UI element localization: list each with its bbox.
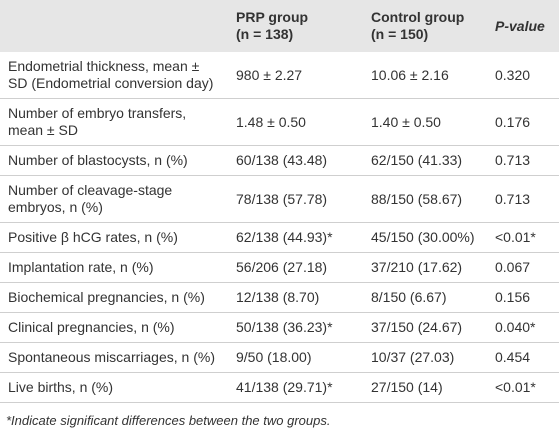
table-cell: 0.454 <box>495 349 531 365</box>
table-body: Endometrial thickness, mean ± SD (Endome… <box>0 52 559 403</box>
table-cell: 1.40 ± 0.50 <box>371 113 441 130</box>
table-cell: 0.713 <box>495 152 531 168</box>
row-label: Endometrial thickness, mean ± SD (Endome… <box>8 58 214 91</box>
column-subtitle: (n = 138) <box>236 26 294 42</box>
table-row: Number of embryo transfers, mean ± SD 1.4… <box>0 99 559 146</box>
column-title: Control group <box>371 9 465 25</box>
row-label: Live births, n (%) <box>8 379 114 395</box>
column-subtitle: (n = 150) <box>371 26 429 42</box>
table-cell: 50/138 (36.23)* <box>236 319 333 335</box>
table-cell: 56/206 (27.18) <box>236 259 328 275</box>
row-label: Biochemical pregnancies, n (%) <box>8 289 205 305</box>
table-cell: 12/138 (8.70) <box>236 289 320 305</box>
header-cell: Control group (n = 150) <box>363 0 487 52</box>
table-row: Positive β hCG rates, n (%) 62/138 (44.93… <box>0 223 559 253</box>
table-row: Live births, n (%) 41/138 (29.71)* 27/150 … <box>0 373 559 403</box>
table-cell: 0.067 <box>495 259 531 275</box>
header-cell <box>0 0 228 52</box>
table-cell: <0.01* <box>495 229 536 245</box>
table-cell: 27/150 (14) <box>371 379 443 395</box>
table-cell: 37/210 (17.62) <box>371 259 463 275</box>
row-label: Spontaneous miscarriages, n (%) <box>8 349 215 365</box>
table-cell: 0.156 <box>495 289 531 305</box>
table-row: Implantation rate, n (%) 56/206 (27.18) 37… <box>0 253 559 283</box>
table-cell: 8/150 (6.67) <box>371 289 447 305</box>
table-cell: 88/150 (58.67) <box>371 190 463 207</box>
row-label: Number of cleavage-stage embryos, n (%) <box>8 182 173 215</box>
row-label: Number of embryo transfers, mean ± SD <box>8 105 187 138</box>
header-cell: PRP group (n = 138) <box>228 0 363 52</box>
table-cell: 0.713 <box>495 190 531 207</box>
table-row: Endometrial thickness, mean ± SD (Endome… <box>0 52 559 99</box>
table-cell: 980 ± 2.27 <box>236 66 303 83</box>
table-cell: <0.01* <box>495 379 536 395</box>
table-cell: 62/150 (41.33) <box>371 152 463 168</box>
table-header: PRP group (n = 138) Control group (n = 150)… <box>0 0 559 52</box>
row-label: Positive β hCG rates, n (%) <box>8 229 178 245</box>
data-table: PRP group (n = 138) Control group (n = 150)… <box>0 0 559 403</box>
table-cell: 41/138 (29.71)* <box>236 379 333 395</box>
table-cell: 1.48 ± 0.50 <box>236 113 306 130</box>
table-cell: 45/150 (30.00%) <box>371 229 475 245</box>
table-row: Spontaneous miscarriages, n (%) 9/50 (18.… <box>0 343 559 373</box>
table-cell: 10.06 ± 2.16 <box>371 66 449 83</box>
table-cell: 62/138 (44.93)* <box>236 229 333 245</box>
header-cell: P-value <box>487 0 559 52</box>
column-title: P-value <box>495 17 545 34</box>
table-cell: 37/150 (24.67) <box>371 319 463 335</box>
table-cell: 10/37 (27.03) <box>371 349 455 365</box>
table-cell: 60/138 (43.48) <box>236 152 328 168</box>
row-label: Clinical pregnancies, n (%) <box>8 319 175 335</box>
table-cell: 0.176 <box>495 113 531 130</box>
table-cell: 0.040* <box>495 319 536 335</box>
table-row: Number of blastocysts, n (%) 60/138 (43.4… <box>0 146 559 176</box>
table-row: Biochemical pregnancies, n (%) 12/138 (8.… <box>0 283 559 313</box>
table-row: Clinical pregnancies, n (%) 50/138 (36.23… <box>0 313 559 343</box>
table-row: Number of cleavage-stage embryos, n (%) 7… <box>0 176 559 223</box>
table-cell: 0.320 <box>495 66 531 83</box>
footnote: *Indicate significant differences betwee… <box>6 413 331 428</box>
table-cell: 9/50 (18.00) <box>236 349 312 365</box>
row-label: Implantation rate, n (%) <box>8 259 154 275</box>
header-row: PRP group (n = 138) Control group (n = 150)… <box>0 0 559 52</box>
column-title: PRP group <box>236 9 309 25</box>
table-cell: 78/138 (57.78) <box>236 190 328 207</box>
row-label: Number of blastocysts, n (%) <box>8 152 188 168</box>
